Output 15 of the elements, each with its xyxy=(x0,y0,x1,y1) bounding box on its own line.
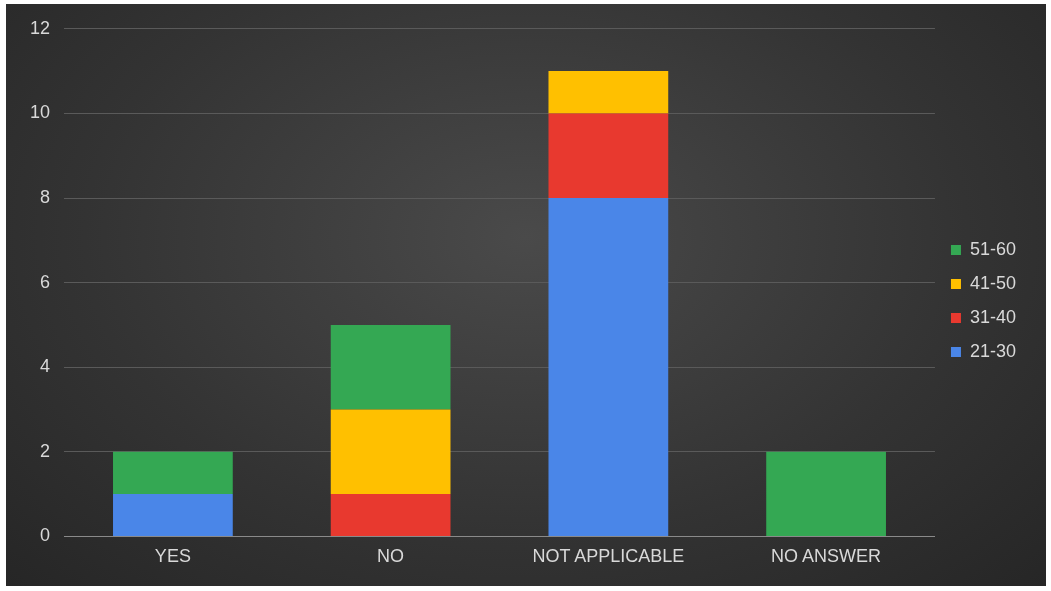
legend-label: 31-40 xyxy=(969,306,1017,327)
legend-label: 41-50 xyxy=(969,272,1017,293)
y-tick-label: 0 xyxy=(40,525,51,546)
x-tick-label: YES xyxy=(154,546,191,567)
x-tick-label: NO ANSWER xyxy=(771,546,882,567)
x-tick-label: NO xyxy=(377,546,405,567)
y-tick-label: 8 xyxy=(40,186,51,207)
y-tick-label: 2 xyxy=(40,440,51,461)
legend-label: 21-30 xyxy=(969,340,1017,361)
y-tick-label: 12 xyxy=(29,17,51,38)
y-tick-label: 4 xyxy=(40,356,51,377)
legend-label: 51-60 xyxy=(969,238,1017,259)
y-tick-label: 6 xyxy=(40,271,51,292)
x-tick-label: NOT APPLICABLE xyxy=(532,546,685,567)
y-tick-label: 10 xyxy=(29,102,51,123)
